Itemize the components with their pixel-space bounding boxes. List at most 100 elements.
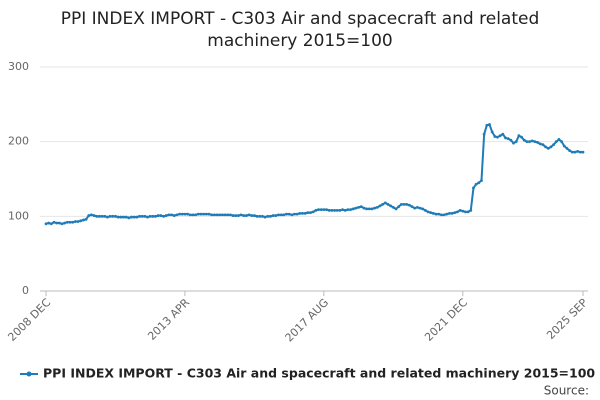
data-point [140, 214, 144, 218]
data-point [327, 208, 331, 212]
data-point [84, 217, 88, 221]
data-point [167, 213, 171, 217]
data-point [541, 143, 545, 147]
data-point [204, 212, 208, 216]
data-point [175, 213, 179, 217]
data-point [116, 215, 120, 219]
data-point [349, 208, 352, 212]
data-point [218, 213, 222, 217]
data-point [514, 140, 518, 144]
data-point [343, 208, 347, 212]
data-point [258, 214, 262, 218]
data-point [274, 214, 278, 217]
data-point [162, 214, 165, 218]
data-point [544, 145, 547, 149]
data-point [431, 211, 435, 215]
data-point [330, 208, 334, 212]
data-point [472, 186, 475, 190]
data-point [490, 130, 494, 134]
data-point [450, 211, 454, 215]
data-point [183, 212, 187, 216]
data-point [164, 214, 168, 217]
data-point [573, 150, 577, 154]
data-point [79, 219, 83, 223]
data-point [159, 214, 163, 217]
data-point [90, 213, 93, 217]
data-point [421, 207, 425, 211]
data-point [263, 215, 267, 219]
data-point [247, 213, 251, 217]
data-point [415, 205, 419, 209]
data-point [250, 214, 254, 217]
y-tick-label: 300 [8, 60, 29, 73]
data-point [410, 205, 414, 209]
data-point [426, 210, 430, 214]
data-point [60, 222, 64, 226]
data-point [429, 211, 433, 215]
data-point [293, 212, 296, 216]
data-point [252, 214, 256, 217]
data-point [362, 206, 366, 210]
data-point [215, 213, 219, 217]
data-point [108, 214, 112, 218]
data-point [186, 212, 189, 216]
data-point [236, 214, 240, 217]
data-point [560, 140, 564, 144]
data-point [151, 214, 155, 218]
data-point [413, 206, 417, 210]
data-point [442, 213, 446, 217]
data-point [509, 138, 513, 142]
data-point [202, 212, 206, 216]
data-point [525, 140, 529, 144]
x-tick-label: 2017 AUG [283, 296, 332, 345]
y-tick-label: 200 [8, 135, 29, 148]
data-point [244, 214, 248, 217]
data-point [418, 206, 422, 210]
data-point [196, 212, 200, 216]
data-point [239, 213, 243, 217]
data-point [178, 212, 181, 216]
data-point [132, 215, 136, 219]
data-point [498, 134, 502, 138]
data-point [287, 212, 291, 216]
data-point [207, 212, 211, 216]
data-point [338, 208, 342, 212]
data-point [325, 208, 328, 212]
data-point [568, 149, 572, 153]
data-point [322, 208, 326, 212]
data-point [394, 207, 398, 211]
data-point [194, 213, 198, 217]
data-point [482, 132, 486, 136]
data-point [130, 215, 133, 219]
data-point [266, 214, 270, 218]
data-point [402, 202, 406, 206]
data-point [98, 214, 101, 218]
x-tick-label: 2013 APR [145, 296, 192, 343]
data-point [172, 214, 176, 217]
data-point [351, 207, 355, 211]
data-point [536, 141, 539, 144]
data-point [333, 208, 336, 212]
data-point [226, 213, 230, 217]
data-point [191, 213, 195, 217]
x-tick-label: 2025 SEP [544, 296, 590, 342]
data-point [49, 222, 53, 226]
data-point [319, 208, 323, 212]
data-point [456, 210, 459, 214]
data-point [73, 220, 77, 223]
data-point [261, 214, 264, 218]
data-point [68, 220, 72, 224]
data-point [528, 140, 531, 144]
data-point [298, 211, 302, 215]
data-point [111, 214, 115, 218]
y-tick-label: 100 [8, 209, 29, 222]
data-point [212, 213, 216, 217]
data-point [135, 215, 139, 219]
data-point [103, 214, 107, 218]
legend-marker [26, 371, 32, 377]
data-point [562, 144, 566, 148]
data-point [533, 140, 537, 144]
data-point [530, 139, 534, 143]
data-point [156, 214, 160, 217]
legend-label: PPI INDEX IMPORT - C303 Air and spacecra… [43, 366, 595, 381]
